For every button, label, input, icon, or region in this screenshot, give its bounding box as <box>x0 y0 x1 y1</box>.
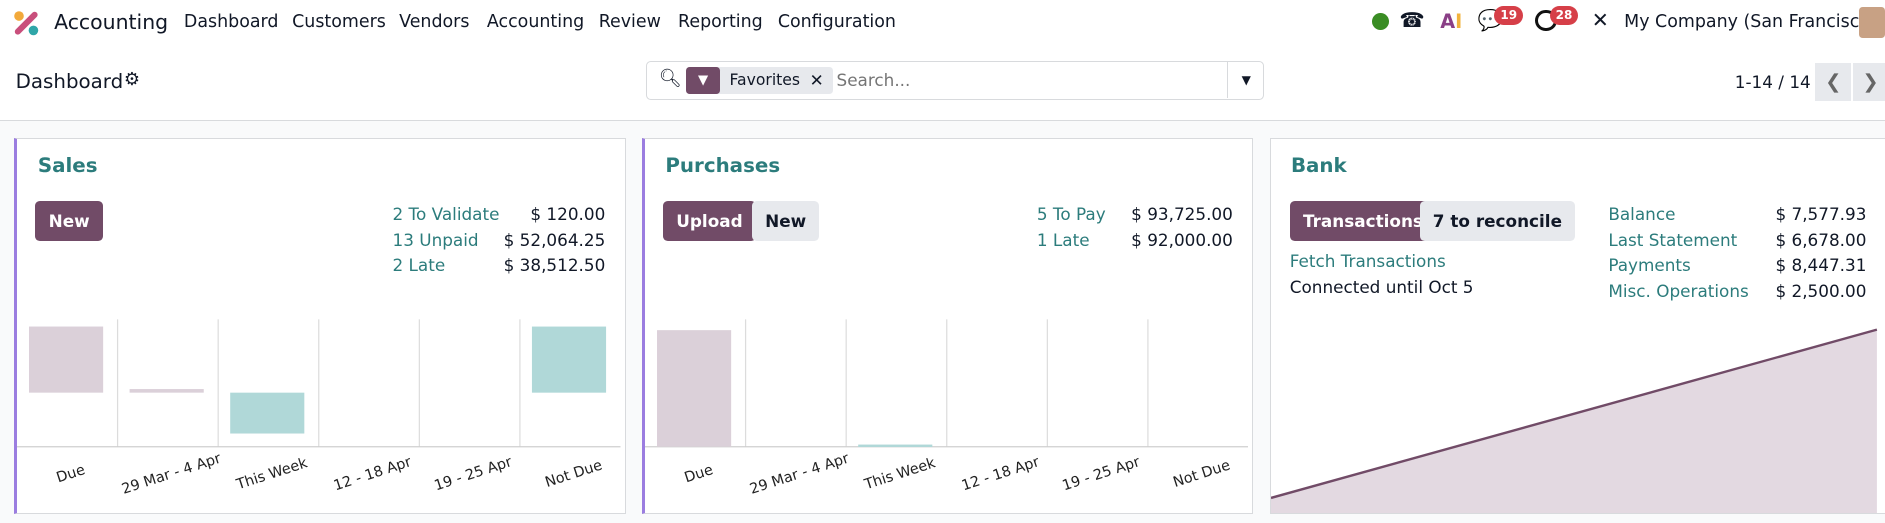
app-name[interactable]: Accounting <box>54 9 169 34</box>
chevron-left-icon: ❮ <box>1825 70 1842 94</box>
chart-x-label: 12 - 18 Apr <box>960 454 1042 494</box>
chart-x-label: 29 Mar - 4 Apr <box>120 451 223 498</box>
ai-icon[interactable]: AI <box>1440 9 1463 33</box>
pager-next-button[interactable]: ❯ <box>1852 62 1885 101</box>
bank-payments-amount: $ 8,447.31 <box>1775 255 1867 276</box>
pager-value[interactable]: 1-14 / 14 <box>1734 72 1811 93</box>
sales-late-amount: $ 38,512.50 <box>503 255 606 276</box>
page-title: Dashboard <box>15 69 124 93</box>
bank-balance-chart[interactable] <box>1270 320 1885 514</box>
bank-payments-link[interactable]: Payments <box>1608 255 1691 276</box>
chart-x-label: This Week <box>234 455 310 493</box>
chart-x-label: 29 Mar - 4 Apr <box>748 451 851 498</box>
bank-misc-operations-link[interactable]: Misc. Operations <box>1608 281 1749 302</box>
sales-late-link[interactable]: 2 Late <box>392 255 446 276</box>
facet-label: Favorites <box>729 71 801 90</box>
menu-configuration[interactable]: Configuration <box>777 12 896 33</box>
chart-x-label: 12 - 18 Apr <box>332 454 414 494</box>
top-navbar: Accounting Dashboard Customers Vendors A… <box>0 0 1885 46</box>
search-bar: 🔍︎ ▼ Favorites ✕ ▼ <box>645 61 1264 100</box>
purchases-journal-card: Purchases Upload New 5 To Pay 1 Late $ 9… <box>641 138 1254 515</box>
chart-bar[interactable] <box>532 326 607 393</box>
purchases-stats: 5 To Pay 1 Late <box>1037 202 1106 254</box>
bank-journal-card: Bank Transactions 7 to reconcile Fetch T… <box>1269 138 1885 515</box>
bank-area-fill <box>1270 329 1877 514</box>
search-input[interactable] <box>836 67 1222 94</box>
bank-misc-operations-amount: $ 2,500.00 <box>1775 281 1867 302</box>
chart-bar[interactable] <box>858 444 933 448</box>
chart-x-label: 19 - 25 Apr <box>433 454 515 494</box>
bank-last-statement-link[interactable]: Last Statement <box>1608 229 1738 250</box>
chart-x-label: This Week <box>862 455 938 493</box>
purchases-to-pay-amount: $ 93,725.00 <box>1131 203 1233 224</box>
sales-chart[interactable]: Due 29 Mar - 4 Apr This Week 12 - 18 Apr 19 … <box>17 139 621 513</box>
sales-unpaid-link[interactable]: 13 Unpaid <box>392 229 479 250</box>
purchases-chart[interactable]: Due 29 Mar - 4 Apr This Week 12 - 18 Apr 19 … <box>644 139 1249 513</box>
fetch-transactions-link[interactable]: Fetch Transactions <box>1289 250 1446 271</box>
bank-connected-status: Connected until Oct 5 <box>1289 277 1474 298</box>
purchases-amounts: $ 93,725.00 $ 92,000.00 <box>1131 202 1233 254</box>
menu-dashboard[interactable]: Dashboard <box>183 12 279 33</box>
menu-review[interactable]: Review <box>598 12 661 33</box>
status-dot-icon[interactable] <box>1371 13 1389 31</box>
pager-previous-button[interactable]: ❮ <box>1815 62 1852 101</box>
facet-remove-icon[interactable]: ✕ <box>809 70 824 91</box>
phone-icon[interactable]: ☎ <box>1399 8 1425 33</box>
menu-reporting[interactable]: Reporting <box>678 12 763 33</box>
bank-balance-link[interactable]: Balance <box>1608 203 1676 224</box>
menu-customers[interactable]: Customers <box>292 12 386 33</box>
purchases-late-amount: $ 92,000.00 <box>1131 229 1233 250</box>
caret-down-icon: ▼ <box>1241 73 1251 88</box>
search-options-toggle[interactable]: ▼ <box>1227 62 1264 99</box>
sales-to-validate-amount: $ 120.00 <box>530 203 606 224</box>
bank-stats: Balance Last Statement Payments Misc. Op… <box>1608 202 1748 305</box>
chart-x-label: Not Due <box>544 458 605 491</box>
menu-accounting[interactable]: Accounting <box>486 12 585 33</box>
bank-reconcile-button[interactable]: 7 to reconcile <box>1419 200 1576 242</box>
bank-balance-amount: $ 7,577.93 <box>1775 203 1867 224</box>
chart-x-label: Due <box>683 462 716 486</box>
activity-badge: 28 <box>1549 6 1579 26</box>
chevron-right-icon: ❯ <box>1862 70 1879 94</box>
chart-bar[interactable] <box>29 326 104 393</box>
chart-bar[interactable] <box>130 389 205 393</box>
chart-bar[interactable] <box>656 330 732 448</box>
control-panel: Dashboard ⚙ 🔍︎ ▼ Favorites ✕ ▼ 1-14 / 14… <box>0 45 1885 122</box>
chart-x-label: 19 - 25 Apr <box>1060 454 1142 494</box>
purchases-new-button[interactable]: New <box>751 200 820 242</box>
facet-favorites: ▼ Favorites ✕ <box>686 67 834 94</box>
sales-title[interactable]: Sales <box>37 153 98 177</box>
sales-new-button[interactable]: New <box>35 200 103 242</box>
company-switcher[interactable]: My Company (San Francisco) <box>1624 12 1877 33</box>
menu-vendors[interactable]: Vendors <box>399 12 470 33</box>
bank-title[interactable]: Bank <box>1290 153 1347 177</box>
sales-to-validate-link[interactable]: 2 To Validate <box>392 203 500 224</box>
chart-x-label: Not Due <box>1171 458 1232 491</box>
sales-amounts: $ 120.00 $ 52,064.25 $ 38,512.50 <box>504 202 606 280</box>
bank-transactions-button[interactable]: Transactions <box>1289 200 1437 242</box>
bank-balance-line <box>1270 328 1877 499</box>
sales-unpaid-amount: $ 52,064.25 <box>503 229 606 250</box>
chat-badge: 19 <box>1494 6 1524 26</box>
bank-last-statement-amount: $ 6,678.00 <box>1775 229 1867 250</box>
tools-icon[interactable]: ✕ <box>1591 8 1609 33</box>
user-avatar[interactable] <box>1858 7 1885 39</box>
chart-x-label: Due <box>55 462 88 486</box>
app-logo-icon[interactable] <box>13 10 39 36</box>
sales-journal-card: Sales New 2 To Validate 13 Unpaid 2 Late… <box>14 138 626 515</box>
gear-icon[interactable]: ⚙ <box>123 68 140 90</box>
purchases-upload-button[interactable]: Upload <box>663 200 756 242</box>
purchases-late-link[interactable]: 1 Late <box>1036 229 1090 250</box>
purchases-title[interactable]: Purchases <box>665 153 781 177</box>
purchases-to-pay-link[interactable]: 5 To Pay <box>1036 203 1106 224</box>
sales-stats: 2 To Validate 13 Unpaid 2 Late <box>393 202 500 280</box>
filter-icon: ▼ <box>686 67 720 94</box>
chart-bar[interactable] <box>230 392 305 434</box>
search-icon[interactable]: 🔍︎ <box>658 68 682 90</box>
bank-amounts: $ 7,577.93 $ 6,678.00 $ 8,447.31 $ 2,500… <box>1775 202 1867 305</box>
